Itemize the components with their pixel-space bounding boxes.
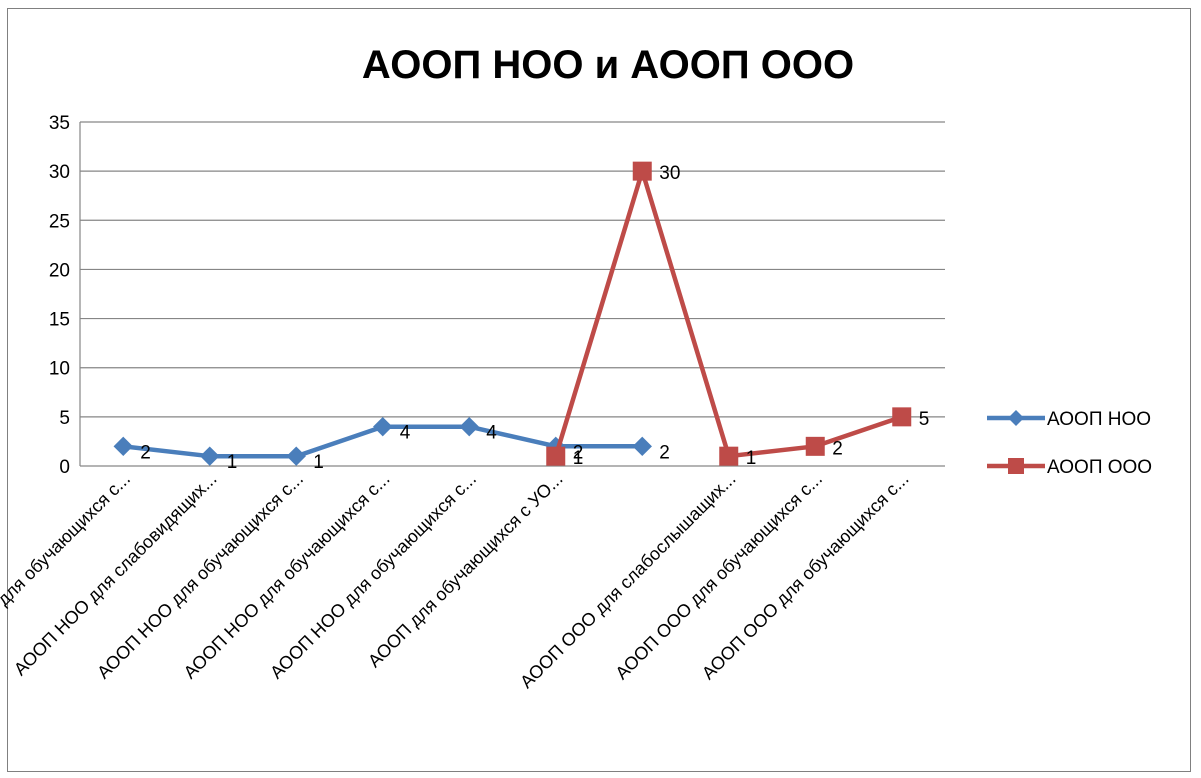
legend-marker-diamond — [1008, 410, 1024, 426]
y-axis-ticks: 0 5 10 15 20 25 30 35 — [49, 113, 70, 478]
series-2 — [546, 161, 912, 466]
data-label: 4 — [486, 423, 497, 444]
y-tick-label: 0 — [59, 457, 70, 478]
y-tick-label: 25 — [49, 211, 70, 232]
y-tick-label: 10 — [49, 359, 70, 380]
data-label: 2 — [573, 442, 584, 463]
data-point-diamond — [459, 416, 479, 437]
legend-item: АООП ООО — [987, 457, 1152, 478]
data-label: 1 — [227, 452, 238, 473]
data-label: 1 — [313, 452, 324, 473]
legend-label: АООП НОО — [1047, 409, 1151, 430]
data-point-square — [805, 436, 825, 456]
legend-marker-square — [1008, 458, 1024, 474]
y-tick-label: 35 — [49, 113, 70, 134]
data-point-square — [632, 161, 652, 181]
data-label: 30 — [659, 163, 680, 184]
legend-item: АООП НОО — [987, 409, 1151, 430]
y-tick-label: 15 — [49, 310, 70, 331]
y-tick-label: 30 — [49, 162, 70, 183]
y-tick-label: 20 — [49, 260, 70, 281]
data-point-diamond — [286, 446, 306, 466]
grid-lines — [80, 121, 945, 418]
data-label: 5 — [919, 409, 930, 430]
data-point-diamond — [632, 436, 652, 457]
axes — [79, 122, 945, 467]
data-point-square — [546, 446, 566, 466]
data-label: 2 — [659, 442, 670, 463]
data-point-diamond — [200, 446, 220, 466]
data-label: 2 — [140, 442, 151, 463]
data-point-square — [892, 407, 912, 427]
data-point-square — [719, 446, 739, 466]
chart-title: АООП НОО и АООП ООО — [362, 43, 854, 87]
legend-label: АООП ООО — [1047, 457, 1152, 478]
data-point-diamond — [113, 436, 133, 457]
series-layer — [113, 161, 912, 466]
data-label: 1 — [746, 448, 757, 469]
chart-frame — [7, 8, 1191, 772]
series-line — [553, 168, 903, 459]
x-axis-category-labels: АООП НОО для обучающихся с...АООП НОО дл… — [0, 469, 913, 692]
legend: АООП НОО АООП ООО — [987, 409, 1152, 478]
x-category-label: АООП для обучающихся с УО... — [364, 469, 566, 671]
data-label: 2 — [832, 438, 843, 459]
series-1 — [113, 416, 652, 466]
data-label: 1 — [573, 448, 584, 469]
y-tick-label: 5 — [59, 408, 70, 429]
data-point-diamond — [373, 416, 393, 437]
data-label: 4 — [400, 423, 411, 444]
